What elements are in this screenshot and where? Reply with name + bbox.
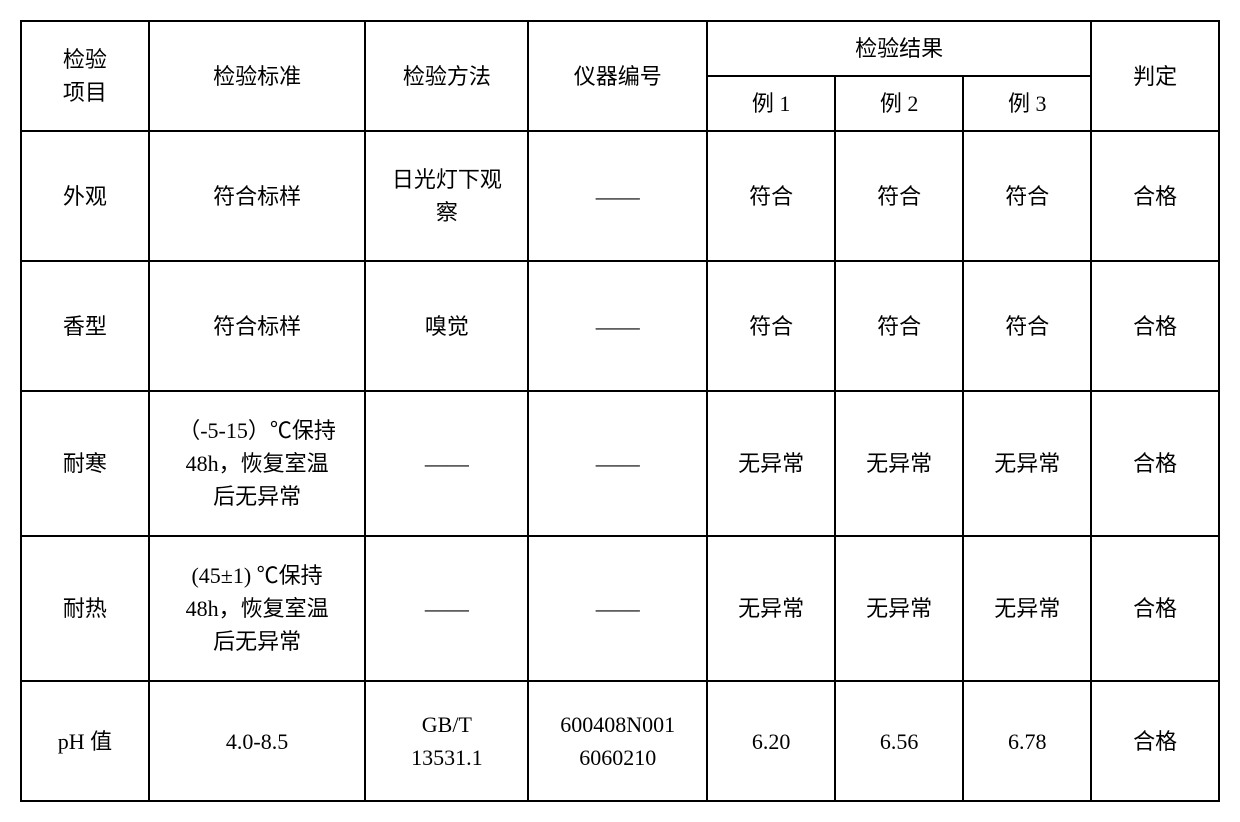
cell-standard: （-5-15）℃保持48h，恢复室温后无异常 — [149, 391, 366, 536]
cell-standard: 4.0-8.5 — [149, 681, 366, 801]
cell-instrument: —— — [528, 391, 707, 536]
header-standard: 检验标准 — [149, 21, 366, 131]
cell-r3: 符合 — [963, 131, 1091, 261]
cell-method: —— — [365, 391, 528, 536]
table-row: pH 值 4.0-8.5 GB/T13531.1 600408N00160602… — [21, 681, 1219, 801]
cell-r2: 符合 — [835, 131, 963, 261]
cell-r2: 6.56 — [835, 681, 963, 801]
cell-item: 耐热 — [21, 536, 149, 681]
cell-r3: 6.78 — [963, 681, 1091, 801]
table-row: 耐热 (45±1) ℃保持48h，恢复室温后无异常 —— —— 无异常 无异常 … — [21, 536, 1219, 681]
cell-item: 外观 — [21, 131, 149, 261]
table-row: 外观 符合标样 日光灯下观察 —— 符合 符合 符合 合格 — [21, 131, 1219, 261]
header-item: 检验项目 — [21, 21, 149, 131]
cell-standard: (45±1) ℃保持48h，恢复室温后无异常 — [149, 536, 366, 681]
cell-instrument: —— — [528, 261, 707, 391]
cell-r2: 无异常 — [835, 391, 963, 536]
cell-judge: 合格 — [1091, 261, 1219, 391]
cell-item: 耐寒 — [21, 391, 149, 536]
header-judge: 判定 — [1091, 21, 1219, 131]
table-row: 香型 符合标样 嗅觉 —— 符合 符合 符合 合格 — [21, 261, 1219, 391]
cell-judge: 合格 — [1091, 681, 1219, 801]
cell-method: 嗅觉 — [365, 261, 528, 391]
cell-instrument: 600408N0016060210 — [528, 681, 707, 801]
header-instrument: 仪器编号 — [528, 21, 707, 131]
table-row: 耐寒 （-5-15）℃保持48h，恢复室温后无异常 —— —— 无异常 无异常 … — [21, 391, 1219, 536]
header-result3: 例 3 — [963, 76, 1091, 131]
cell-item: 香型 — [21, 261, 149, 391]
header-row-1: 检验项目 检验标准 检验方法 仪器编号 检验结果 判定 — [21, 21, 1219, 76]
header-method: 检验方法 — [365, 21, 528, 131]
cell-r1: 符合 — [707, 131, 835, 261]
cell-r1: 6.20 — [707, 681, 835, 801]
cell-r1: 无异常 — [707, 391, 835, 536]
cell-judge: 合格 — [1091, 391, 1219, 536]
cell-r2: 无异常 — [835, 536, 963, 681]
cell-r2: 符合 — [835, 261, 963, 391]
cell-instrument: —— — [528, 131, 707, 261]
cell-r1: 无异常 — [707, 536, 835, 681]
cell-r3: 无异常 — [963, 536, 1091, 681]
cell-item: pH 值 — [21, 681, 149, 801]
cell-method: —— — [365, 536, 528, 681]
header-result2: 例 2 — [835, 76, 963, 131]
header-result1: 例 1 — [707, 76, 835, 131]
cell-judge: 合格 — [1091, 131, 1219, 261]
cell-r1: 符合 — [707, 261, 835, 391]
header-result-group: 检验结果 — [707, 21, 1091, 76]
cell-method: 日光灯下观察 — [365, 131, 528, 261]
cell-judge: 合格 — [1091, 536, 1219, 681]
cell-r3: 无异常 — [963, 391, 1091, 536]
cell-method: GB/T13531.1 — [365, 681, 528, 801]
cell-standard: 符合标样 — [149, 131, 366, 261]
cell-r3: 符合 — [963, 261, 1091, 391]
cell-standard: 符合标样 — [149, 261, 366, 391]
inspection-table: 检验项目 检验标准 检验方法 仪器编号 检验结果 判定 例 1 例 2 例 3 … — [20, 20, 1220, 802]
cell-instrument: —— — [528, 536, 707, 681]
